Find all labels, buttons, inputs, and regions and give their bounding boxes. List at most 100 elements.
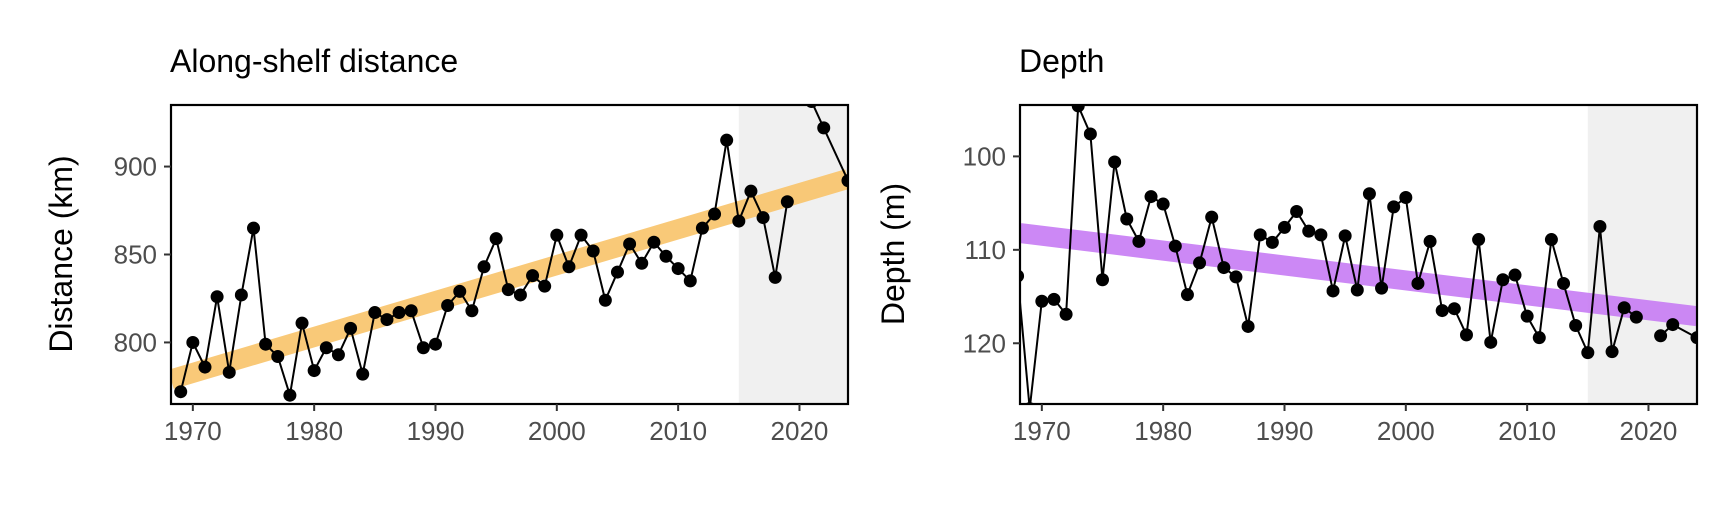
plot-frame	[1018, 103, 1699, 406]
data-point	[1593, 219, 1607, 233]
data-point	[841, 174, 848, 188]
data-point	[307, 364, 321, 378]
x-tick-label: 2000	[528, 416, 586, 446]
data-point	[1193, 256, 1207, 270]
data-point	[1484, 335, 1498, 349]
data-point	[1290, 205, 1304, 219]
data-point	[562, 260, 576, 274]
data-point	[1350, 283, 1364, 297]
data-point	[732, 214, 746, 228]
data-point	[1362, 187, 1376, 201]
data-point	[1047, 292, 1061, 306]
data-point	[356, 367, 370, 381]
data-point	[550, 228, 564, 242]
data-point	[1544, 233, 1558, 247]
data-point	[271, 350, 285, 364]
data-point	[1180, 288, 1194, 302]
data-point	[441, 299, 455, 313]
data-point	[222, 365, 236, 379]
data-point	[1277, 220, 1291, 234]
x-tick-label: 1970	[164, 416, 222, 446]
x-tick-label: 1980	[285, 416, 343, 446]
data-point	[1156, 197, 1170, 211]
y-tick-label: 900	[114, 152, 157, 182]
data-point	[1314, 228, 1328, 242]
data-point	[501, 283, 515, 297]
data-point	[659, 249, 673, 263]
data-point	[1532, 331, 1546, 345]
panel-title: Depth	[1019, 43, 1104, 79]
data-point	[1241, 319, 1255, 333]
data-point	[259, 337, 273, 351]
data-point	[720, 133, 734, 147]
y-axis-title: Depth (m)	[875, 183, 911, 325]
data-point	[683, 274, 697, 288]
data-point	[1253, 228, 1267, 242]
data-point	[574, 228, 588, 242]
data-point	[1605, 345, 1619, 359]
data-point	[1265, 235, 1279, 249]
x-tick-label: 2010	[1498, 416, 1556, 446]
x-tick-label: 2000	[1377, 416, 1435, 446]
data-point	[210, 290, 224, 304]
data-point	[1411, 276, 1425, 290]
data-point	[1496, 273, 1510, 287]
y-tick-label: 100	[963, 141, 1006, 171]
data-point	[331, 348, 345, 362]
data-point	[1508, 268, 1522, 282]
y-tick-label: 800	[114, 327, 157, 357]
data-point	[186, 335, 200, 349]
x-tick-label: 1970	[1013, 416, 1071, 446]
data-point	[1399, 191, 1413, 205]
data-point	[1132, 234, 1146, 248]
data-point	[1557, 276, 1571, 290]
data-point	[344, 321, 358, 335]
data-point	[1035, 294, 1049, 308]
data-point	[1447, 302, 1461, 316]
data-point	[817, 121, 831, 135]
data-point	[1666, 318, 1680, 332]
data-point	[404, 304, 418, 318]
trend-line	[171, 169, 848, 389]
x-tick-label: 2020	[1620, 416, 1678, 446]
data-point	[1071, 105, 1085, 113]
x-tick-label: 2020	[771, 416, 829, 446]
data-point	[1096, 273, 1110, 287]
data-point	[465, 304, 479, 318]
data-point	[756, 211, 770, 225]
data-point	[1108, 155, 1122, 169]
x-tick-label: 1980	[1134, 416, 1192, 446]
data-point	[1205, 210, 1219, 224]
depth-panel: Depth Depth (m) 1970 1980 1990 2000 2010 2020…	[875, 43, 1699, 446]
data-point	[744, 184, 758, 198]
data-point	[198, 360, 212, 374]
data-point	[635, 256, 649, 270]
data-point	[1229, 270, 1243, 284]
data-point	[489, 232, 503, 246]
data-point	[1326, 284, 1340, 298]
data-point	[780, 195, 794, 209]
data-point	[453, 284, 467, 298]
data-point	[586, 244, 600, 258]
data-point	[1520, 309, 1534, 323]
data-point	[1690, 331, 1697, 345]
x-tick-label: 1990	[1256, 416, 1314, 446]
data-point	[526, 269, 540, 283]
data-point	[1629, 310, 1643, 324]
data-point	[598, 293, 612, 307]
data-point	[538, 279, 552, 293]
data-point	[1569, 319, 1583, 333]
data-point	[671, 262, 685, 276]
data-point	[1302, 224, 1316, 238]
data-point	[234, 288, 248, 302]
shaded-period	[738, 105, 848, 404]
data-point	[695, 221, 709, 235]
data-point	[768, 270, 782, 284]
data-point	[319, 341, 333, 355]
y-tick-label: 120	[963, 328, 1006, 358]
data-point	[1387, 200, 1401, 214]
data-point	[1472, 233, 1486, 247]
data-point	[1083, 127, 1097, 141]
data-point	[1059, 307, 1073, 321]
